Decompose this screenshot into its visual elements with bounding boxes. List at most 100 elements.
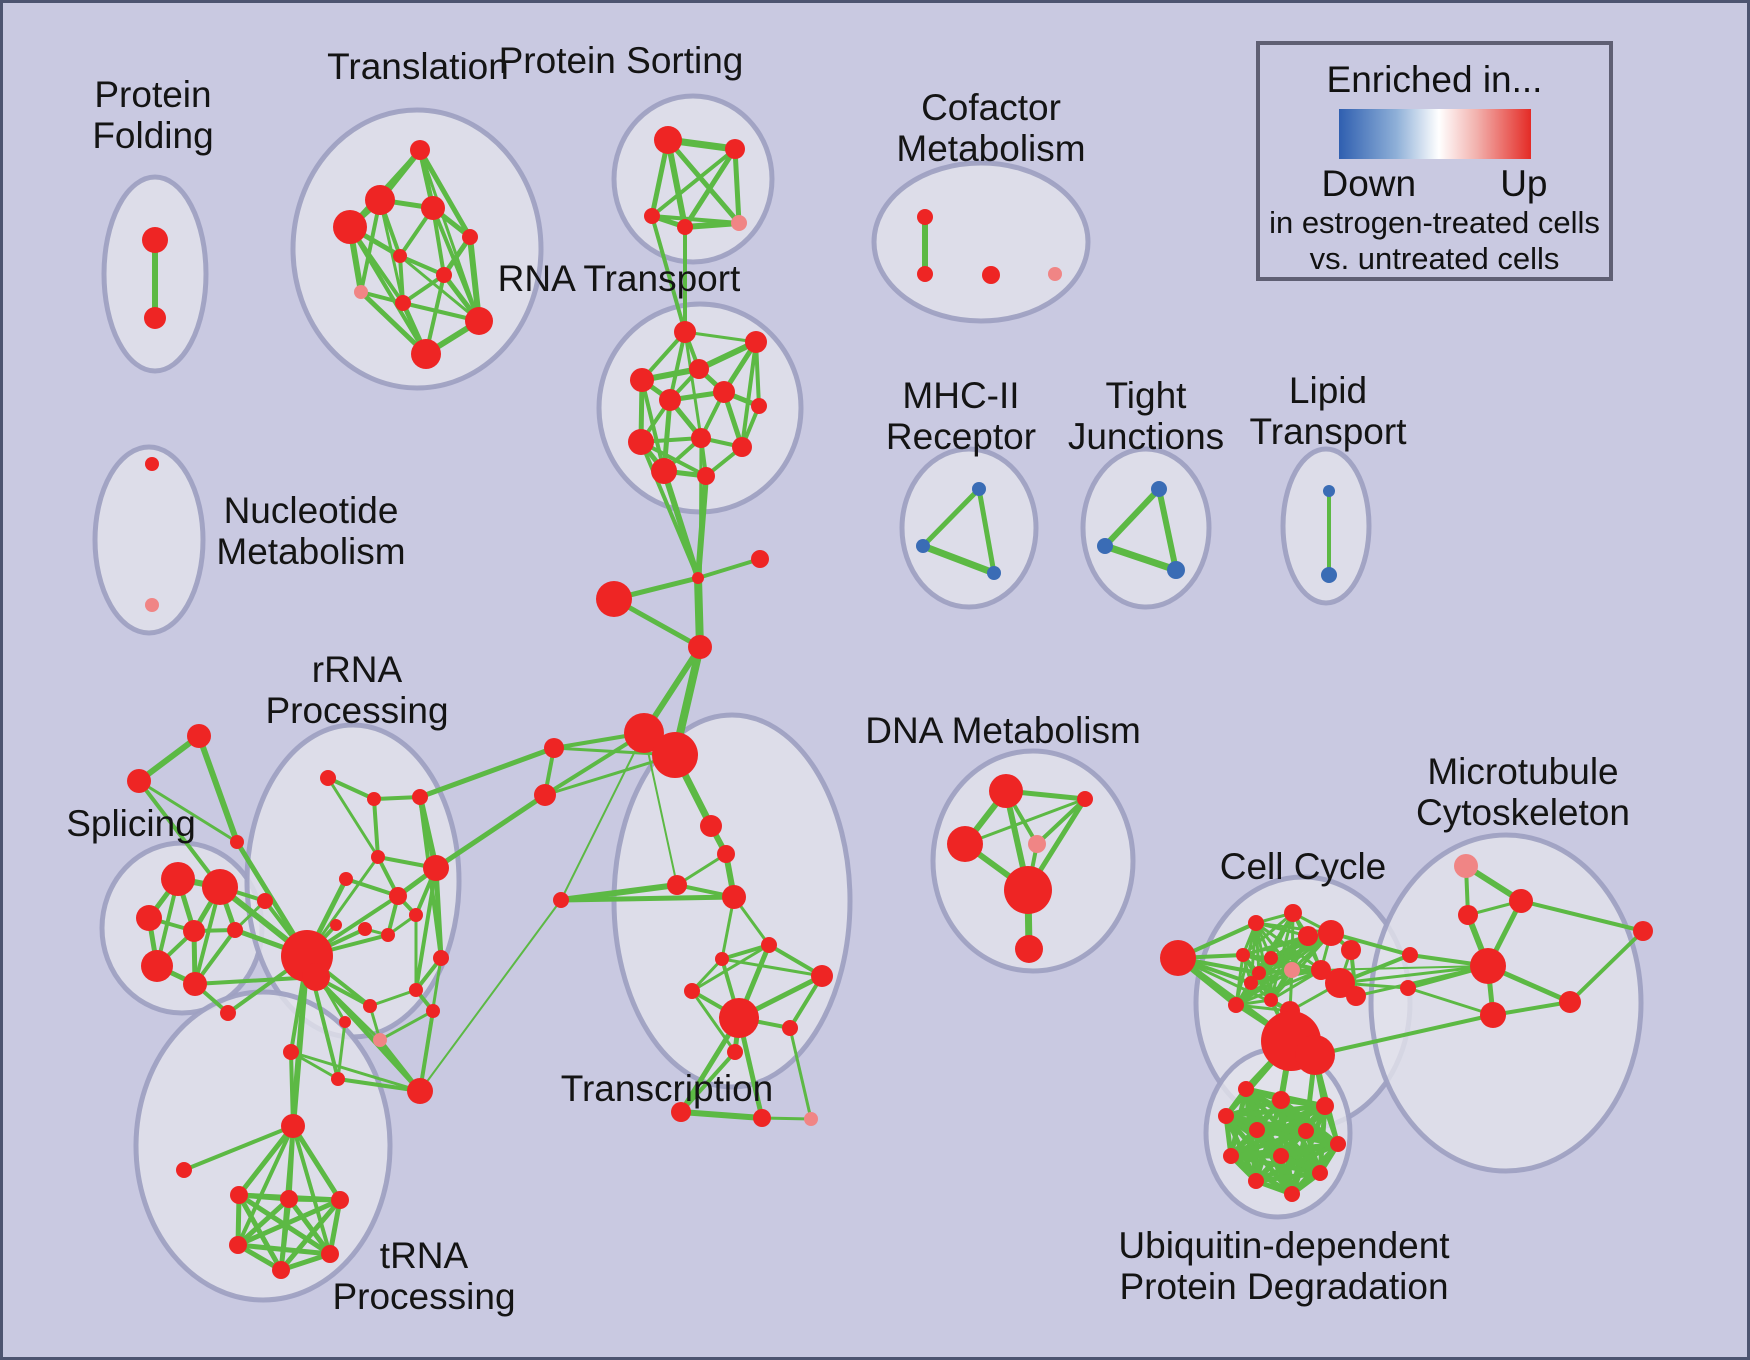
network-edge [720, 957, 824, 978]
gene-set-node [753, 1109, 771, 1127]
network-edge [431, 206, 481, 323]
gene-set-node [407, 1078, 433, 1104]
network-edge [182, 1124, 295, 1172]
network-edge [326, 776, 380, 859]
gene-set-node [339, 872, 353, 886]
network-edge [963, 797, 1087, 846]
cluster-label-cc: Cell Cycle [1220, 846, 1387, 887]
gene-set-node [1048, 267, 1062, 281]
gene-set-node [654, 126, 682, 154]
gene-set-node [389, 887, 407, 905]
network-edge [1228, 1128, 1309, 1159]
network-edge [696, 557, 762, 580]
gene-set-node [715, 952, 729, 966]
gene-set-node [272, 1261, 290, 1279]
network-edge [348, 225, 428, 356]
gene-set-node [688, 635, 712, 659]
network-edge [683, 330, 758, 344]
gene-set-node [183, 920, 205, 942]
gene-set-node [136, 905, 162, 931]
network-edge [661, 468, 701, 581]
gene-set-node [987, 566, 1001, 580]
legend-up-label: Up [1500, 163, 1548, 204]
network-edge [682, 146, 738, 230]
gene-set-node [1295, 1035, 1335, 1075]
legend-caption-line2: vs. untreated cells [1309, 241, 1560, 276]
gene-set-node [354, 285, 368, 299]
network-edge [433, 865, 444, 961]
gene-set-node [1167, 561, 1185, 579]
network-edge [401, 273, 446, 305]
gene-set-node [700, 815, 722, 837]
gene-set-node [1330, 1136, 1346, 1152]
gene-set-node [732, 437, 752, 457]
network-edge [1320, 965, 1489, 971]
gene-set-node [1480, 1002, 1506, 1028]
gene-set-node [127, 769, 151, 793]
cluster-ellipse-mt [1368, 832, 1644, 1174]
gene-set-node [283, 1044, 299, 1060]
gene-set-node [697, 467, 715, 485]
gene-set-node [145, 457, 159, 471]
gene-set-node [373, 1033, 387, 1047]
network-edge [682, 220, 742, 230]
gene-set-node [411, 339, 441, 369]
gene-set-node [1077, 791, 1093, 807]
gene-set-node [1248, 1173, 1264, 1189]
gene-set-node [462, 229, 478, 245]
network-edge [236, 1123, 296, 1198]
gene-set-node [972, 482, 986, 496]
gene-set-node [674, 321, 696, 343]
network-edge [1241, 911, 1295, 957]
gene-set-node [436, 267, 452, 283]
cluster-label-mt: Microtubule Cytoskeleton [1416, 751, 1630, 833]
gene-set-node [917, 266, 933, 282]
network-edge [919, 542, 998, 577]
gene-set-node [1284, 962, 1300, 978]
network-edge [291, 1124, 332, 1256]
gene-set-node [363, 999, 377, 1013]
gene-set-node [302, 963, 330, 991]
gene-set-node [689, 359, 709, 379]
network-edge [1338, 964, 1490, 985]
gene-set-node [176, 1162, 192, 1178]
network-edge [976, 486, 997, 576]
legend-down-label: Down [1321, 163, 1417, 204]
gene-set-node [671, 1102, 691, 1122]
network-edge [1249, 968, 1323, 985]
cluster-label-nuc: Nucleotide Metabolism [216, 490, 405, 572]
gene-set-node [1236, 948, 1250, 962]
gene-set-node [161, 862, 195, 896]
network-edge [336, 1020, 347, 1081]
network-edge [418, 956, 443, 1093]
network-edge [326, 776, 376, 801]
gene-set-node [409, 908, 423, 922]
network-edge [1491, 1000, 1572, 1017]
network-edge [732, 146, 742, 226]
cluster-label-lip: Lipid Transport [1250, 370, 1408, 452]
gene-set-node [677, 219, 693, 235]
gene-set-node [395, 295, 411, 311]
legend-title: Enriched in... [1326, 59, 1543, 100]
gene-set-node [630, 368, 654, 392]
network-edge [1354, 964, 1490, 998]
gene-set-node [1151, 481, 1167, 497]
network-edge [665, 137, 742, 226]
network-edge [290, 1123, 343, 1203]
network-edge [668, 330, 687, 402]
network-edge [327, 1197, 343, 1257]
cluster-label-ps: Protein Sorting [499, 40, 744, 81]
gene-set-node [257, 893, 273, 909]
cluster-ellipse-ps [611, 93, 775, 265]
cluster-label-tj: Tight Junctions [1068, 375, 1224, 457]
gene-set-node [426, 1004, 440, 1018]
gene-set-node [331, 1072, 345, 1086]
gene-set-node [1248, 915, 1264, 931]
gene-set-node [534, 784, 556, 806]
gene-set-node [1223, 1148, 1239, 1164]
network-edge [419, 899, 562, 1092]
gene-set-node [365, 185, 395, 215]
gene-set-node [731, 215, 747, 231]
gene-set-node [624, 713, 664, 753]
gene-set-node [761, 937, 777, 953]
